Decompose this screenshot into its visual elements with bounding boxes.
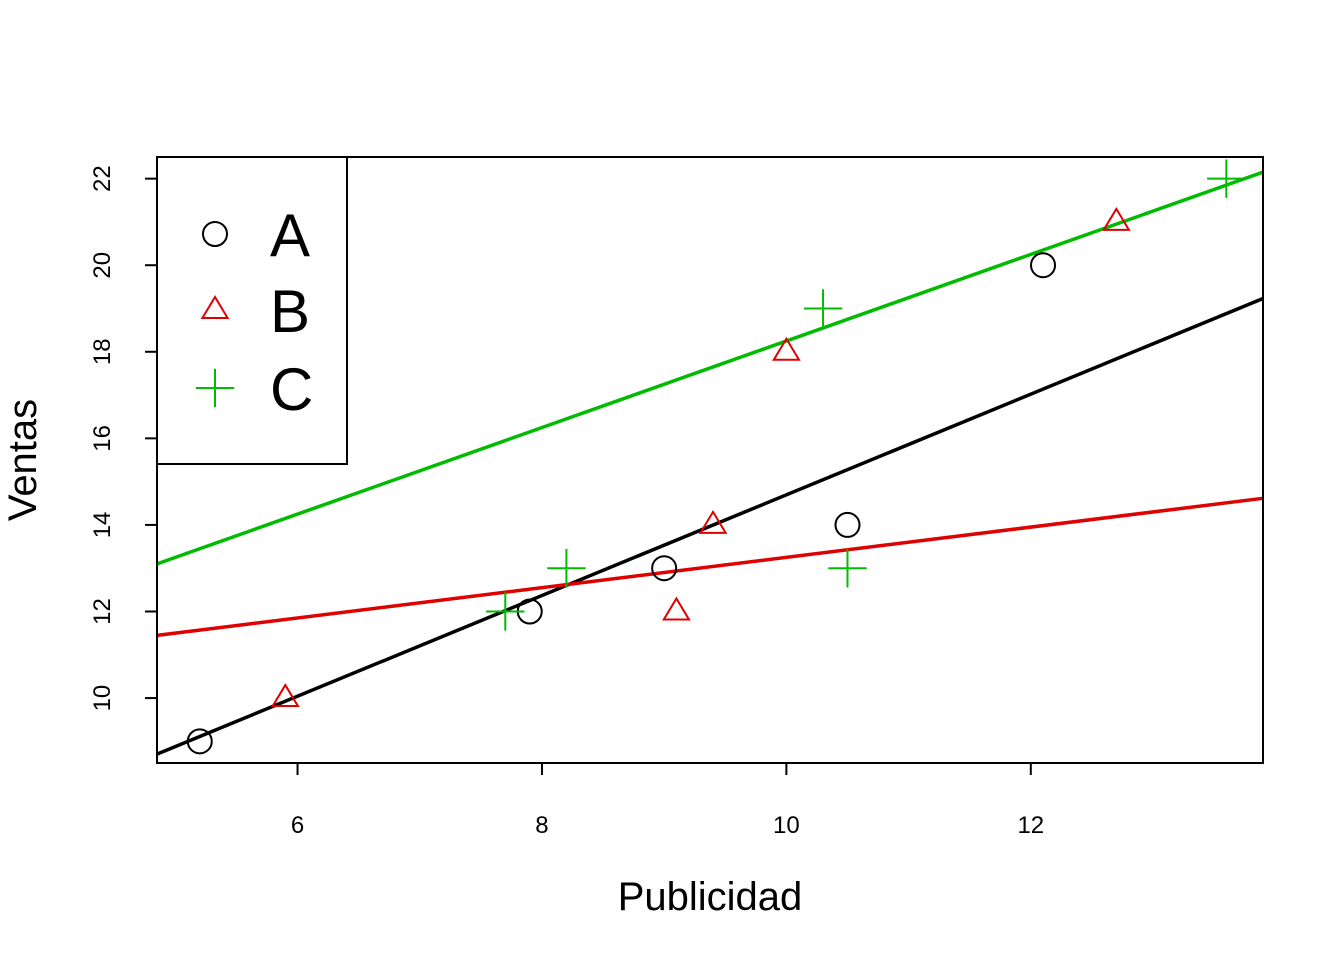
legend-label-b: B xyxy=(270,278,310,345)
data-points xyxy=(186,159,1246,755)
point-c-4 xyxy=(1207,159,1246,198)
y-tick-label-22: 22 xyxy=(89,165,116,192)
y-tick-label-10: 10 xyxy=(89,685,116,712)
x-axis-title: Publicidad xyxy=(618,875,803,919)
point-b-3 xyxy=(772,336,801,361)
point-a-2 xyxy=(651,555,678,582)
legend-box xyxy=(156,156,348,465)
x-tick-label-8: 8 xyxy=(535,812,548,839)
y-tick-label-20: 20 xyxy=(89,252,116,279)
legend-label-c: C xyxy=(270,356,313,423)
y-tick-label-16: 16 xyxy=(89,425,116,452)
point-b-1 xyxy=(662,596,691,621)
y-axis-title: Ventas xyxy=(1,399,45,521)
fit-line-a xyxy=(156,296,1264,756)
y-axis: 10 12 14 16 18 20 22 xyxy=(89,165,157,711)
x-axis: 6 8 10 12 xyxy=(291,763,1044,839)
point-b-2 xyxy=(698,509,728,534)
legend-label-a: A xyxy=(270,202,310,269)
y-tick-label-18: 18 xyxy=(89,338,116,365)
x-tick-label-10: 10 xyxy=(773,812,800,839)
y-tick-label-12: 12 xyxy=(89,598,116,625)
point-a-0 xyxy=(186,728,213,755)
legend: ABC xyxy=(156,156,348,465)
x-tick-label-6: 6 xyxy=(291,812,304,839)
fit-line-c xyxy=(156,170,1264,566)
point-c-3 xyxy=(828,549,867,588)
y-tick-label-14: 14 xyxy=(89,512,116,539)
x-tick-label-12: 12 xyxy=(1017,812,1044,839)
point-a-3 xyxy=(834,511,861,538)
point-a-4 xyxy=(1030,252,1057,279)
legend-marker-b xyxy=(200,295,230,319)
fit-lines xyxy=(156,170,1264,756)
legend-marker-c xyxy=(195,368,235,408)
point-b-0 xyxy=(270,683,300,708)
point-c-2 xyxy=(803,289,843,328)
point-c-1 xyxy=(547,549,586,588)
fit-line-b xyxy=(156,496,1264,638)
point-c-0 xyxy=(486,592,525,631)
point-b-4 xyxy=(1101,206,1131,231)
legend-marker-a xyxy=(202,221,228,247)
